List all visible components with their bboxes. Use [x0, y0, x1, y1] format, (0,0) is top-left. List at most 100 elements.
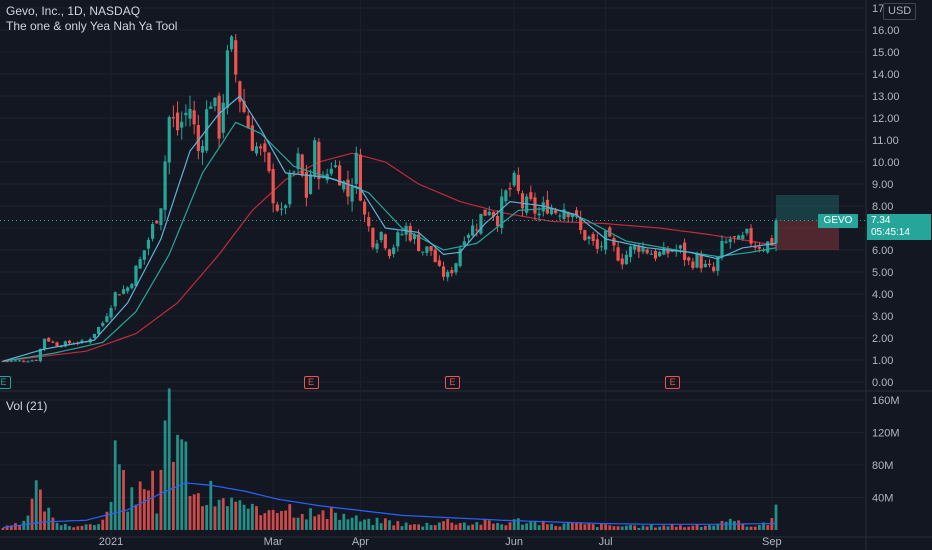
volume-tick-label: 120M: [872, 428, 900, 440]
volume-bar: [280, 511, 283, 530]
volume-bar: [338, 519, 342, 530]
candle-body: [471, 225, 475, 236]
volume-bar: [691, 525, 695, 530]
volume-bar: [43, 511, 46, 530]
candle-body: [541, 202, 545, 212]
volume-bar: [130, 487, 134, 530]
candle-body: [96, 326, 101, 335]
volume-bar: [483, 518, 487, 530]
candle-body: [691, 261, 695, 268]
candle-body: [342, 181, 346, 190]
candle-body: [234, 40, 238, 75]
volume-bar: [749, 526, 753, 530]
candle-body: [267, 152, 271, 172]
ma-fast-line: [2, 95, 777, 362]
volume-bar: [39, 489, 42, 530]
volume-bar: [558, 526, 562, 530]
volume-bar: [18, 524, 22, 530]
candle-body: [716, 256, 720, 271]
volume-bar: [259, 515, 263, 530]
candle-body: [549, 207, 554, 215]
volume-bar: [467, 525, 470, 530]
earnings-icon[interactable]: E: [0, 376, 11, 389]
volume-bar: [188, 496, 192, 530]
volume-bar: [354, 515, 358, 530]
price-tick-label: 8.00: [872, 201, 893, 213]
volume-bar: [271, 509, 275, 530]
volume-bar: [654, 527, 657, 530]
candle-body: [329, 168, 333, 174]
candle-body: [525, 196, 529, 213]
candle-body: [367, 217, 371, 227]
currency-button[interactable]: USD: [883, 3, 917, 20]
candle-body: [462, 241, 466, 246]
volume-bar: [413, 524, 416, 530]
candle-body: [421, 251, 425, 253]
volume-bar: [658, 526, 662, 530]
volume-bar: [720, 520, 724, 530]
candle-body: [728, 239, 732, 243]
ma-slow-line: [2, 152, 777, 362]
volume-bar: [329, 507, 333, 530]
volume-tick-label: 40M: [872, 493, 893, 505]
candle-body: [620, 258, 624, 265]
earnings-icon[interactable]: E: [665, 376, 681, 389]
ma-mid-line: [2, 121, 777, 362]
volume-bar: [546, 524, 549, 530]
candle-body: [562, 209, 566, 220]
volume-bar: [429, 525, 433, 530]
candle-body: [254, 146, 259, 154]
volume-bar: [641, 525, 645, 530]
candle-body: [13, 360, 18, 362]
volume-bar: [267, 510, 271, 530]
candle-body: [117, 294, 121, 296]
candle-body: [574, 210, 579, 215]
candle-body: [180, 121, 184, 128]
candle-body: [67, 340, 72, 344]
candle-body: [22, 360, 26, 362]
price-tick-label: 13.00: [872, 91, 900, 103]
volume-bar: [637, 527, 641, 530]
candle-body: [5, 361, 9, 363]
volume-bar: [375, 517, 379, 530]
volume-bar: [313, 516, 317, 530]
candle-body: [454, 263, 458, 273]
volume-bar: [396, 521, 400, 530]
volume-bar: [167, 388, 171, 530]
candle-body: [770, 238, 774, 246]
candle-body: [1, 361, 5, 363]
volume-bar: [533, 521, 537, 530]
volume-bar: [550, 523, 553, 530]
volume-bar: [537, 525, 541, 530]
volume-bar: [433, 525, 437, 530]
earnings-icon[interactable]: E: [303, 376, 319, 389]
candle-body: [645, 249, 649, 254]
price-tick-label: 4.00: [872, 289, 893, 301]
volume-bar: [496, 523, 499, 530]
candle-body: [121, 289, 126, 294]
symbol-title[interactable]: Gevo, Inc., 1D, NASDAQ: [6, 4, 141, 18]
candle-body: [595, 239, 599, 249]
candle-body: [703, 263, 707, 267]
candle-body: [30, 360, 34, 362]
volume-bar: [263, 513, 267, 530]
price-tick-label: 6.00: [872, 245, 893, 257]
earnings-icon[interactable]: E: [444, 376, 460, 389]
last-price-label: 7.34 05:45:14: [867, 214, 931, 240]
candle-body: [450, 270, 454, 274]
candle-body: [707, 263, 712, 266]
time-tick-label: Jun: [505, 536, 523, 548]
volume-bar: [475, 522, 479, 530]
volume-bar: [275, 513, 279, 530]
candle-body: [379, 231, 383, 241]
time-tick-label: Jul: [599, 536, 613, 548]
indicator-name[interactable]: The one & only Yea Nah Ya Tool: [6, 19, 178, 33]
volume-legend[interactable]: Vol (21): [6, 399, 48, 413]
volume-bar: [76, 526, 80, 530]
candle-body: [105, 316, 109, 322]
volume-bar: [84, 524, 88, 530]
volume-bar: [629, 525, 632, 530]
candle-body: [375, 243, 379, 250]
